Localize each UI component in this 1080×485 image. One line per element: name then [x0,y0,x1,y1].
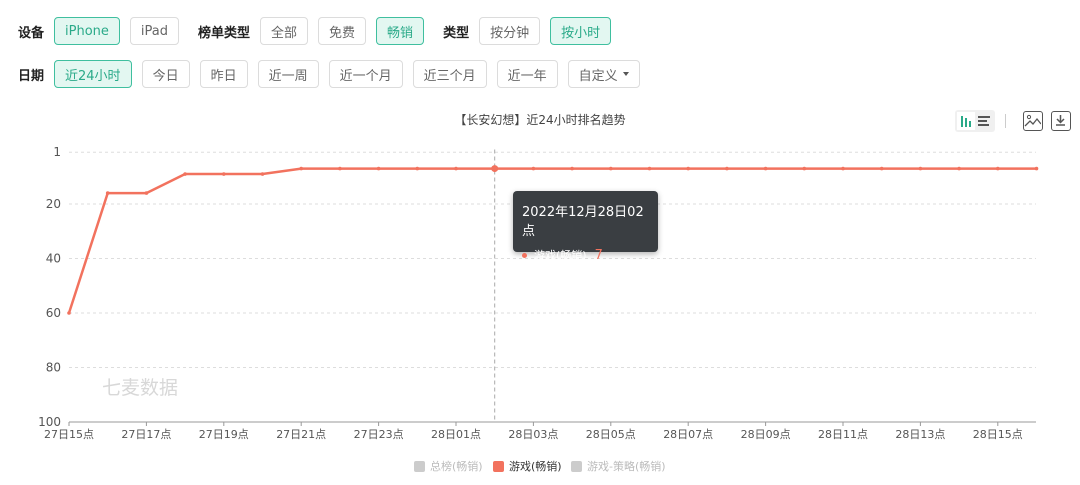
data-point[interactable] [454,166,458,171]
data-point[interactable] [144,191,149,195]
legend-item[interactable]: 游戏(畅销) [509,459,562,473]
filter-label-date: 日期 [18,68,45,84]
image-icon[interactable] [1023,111,1043,131]
data-point[interactable] [918,166,923,171]
filter-date-option[interactable]: 近一个月 [328,60,403,88]
y-tick-label: 80 [46,361,61,375]
chart-tooltip: 2022年12月28日02点 游戏(畅销) 7 [513,191,658,263]
x-tick-label: 28日15点 [973,428,1023,441]
data-point[interactable] [415,166,420,171]
custom-date-label: 自定义 [578,68,618,84]
y-tick-label: 100 [38,415,61,429]
data-point[interactable] [647,166,652,171]
x-tick-label: 28日11点 [818,428,868,441]
data-point[interactable] [957,166,961,171]
filter-date-option[interactable]: 近24小时 [54,60,132,88]
x-tick-label: 28日09点 [741,428,791,441]
data-point[interactable] [491,165,499,173]
y-tick-label: 1 [53,145,61,159]
tooltip-series: 游戏(畅销) [534,249,587,262]
data-point[interactable] [222,172,226,176]
x-tick-label: 27日15点 [44,428,94,441]
y-tick-label: 20 [46,197,61,211]
list-icon[interactable] [975,112,993,130]
caret-down-icon [622,72,629,76]
data-point[interactable] [1034,166,1039,171]
x-tick-label: 28日13点 [895,428,945,441]
bar-chart-icon[interactable] [957,112,975,130]
watermark: 七麦数据 [102,377,178,399]
filter-row-2: 日期 近24小时 今日 昨日 近一周 近一个月 近三个月 近一年 自定义 [18,60,650,88]
filter-label-rank_type: 榜单类型 [198,25,251,41]
filter-date-option[interactable]: 昨日 [199,60,248,88]
legend-item[interactable]: 总榜(畅销) [430,459,483,473]
filter-row-1: 设备 iPhone iPad 榜单类型 全部 免费 畅销 类型 按分钟 按小时 [18,17,621,45]
data-point[interactable] [299,166,304,171]
legend-item[interactable]: 游戏-策略(畅销) [587,459,666,473]
chart-toolbar [955,110,1071,132]
download-icon[interactable] [1051,111,1071,131]
chart-title: 【长安幻想】近24小时排名趋势 [454,112,625,127]
divider [1005,114,1006,128]
tooltip-value: 7 [594,247,603,263]
data-point[interactable] [67,311,71,315]
data-point[interactable] [763,166,768,171]
data-point[interactable] [686,166,690,171]
data-point[interactable] [570,166,574,171]
data-point[interactable] [609,166,613,171]
filter-device-option[interactable]: iPhone [54,17,120,45]
filter-date-option[interactable]: 近一年 [496,60,558,88]
legend-swatch[interactable] [571,461,582,472]
data-point[interactable] [996,166,1000,171]
data-point[interactable] [531,166,536,171]
filter-date-option[interactable]: 近一周 [257,60,319,88]
data-point[interactable] [802,166,807,171]
data-point[interactable] [879,166,884,171]
data-point[interactable] [376,166,381,171]
filter-label-device: 设备 [18,25,45,41]
x-tick-label: 28日07点 [663,428,713,441]
legend-swatch[interactable] [414,461,425,472]
series-dot-icon [522,252,527,258]
x-tick-label: 27日23点 [354,428,404,441]
x-tick-label: 27日21点 [276,428,326,441]
x-tick-label: 28日01点 [431,428,481,441]
filter-date-option[interactable]: 近三个月 [412,60,487,88]
filter-date-option[interactable]: 今日 [141,60,190,88]
y-tick-label: 60 [46,306,61,320]
data-point[interactable] [183,172,187,176]
x-tick-label: 27日17点 [121,428,171,441]
filter-type-option[interactable]: 按分钟 [479,17,541,45]
data-point[interactable] [725,166,729,171]
filter-rank_type-option[interactable]: 全部 [260,17,309,45]
filter-type-option[interactable]: 按小时 [550,17,612,45]
data-point[interactable] [338,166,342,171]
series-line [67,167,1037,314]
filter-device-option[interactable]: iPad [129,17,179,45]
custom-date-dropdown[interactable]: 自定义 [567,60,640,88]
legend-swatch[interactable] [493,461,504,472]
filter-rank_type-option[interactable]: 畅销 [376,17,425,45]
data-point[interactable] [260,172,265,176]
view-switch [955,110,995,132]
filter-rank_type-option[interactable]: 免费 [318,17,367,45]
tooltip-title: 2022年12月28日02点 [522,205,644,239]
x-tick-label: 28日03点 [508,428,558,441]
x-tick-label: 28日05点 [586,428,636,441]
x-tick-label: 27日19点 [199,428,249,441]
filter-label-type: 类型 [443,25,470,41]
data-point[interactable] [841,166,845,171]
data-point[interactable] [105,191,110,195]
y-tick-label: 40 [46,252,61,266]
